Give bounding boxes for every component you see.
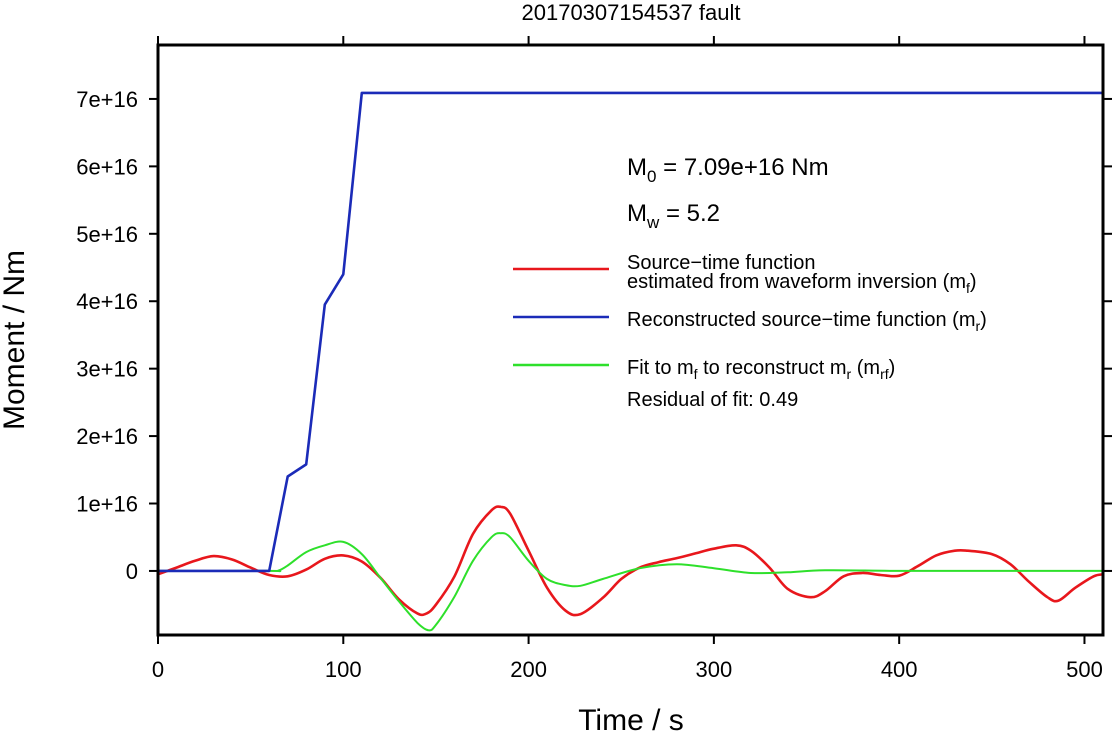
y-tick-label: 2e+16 (76, 424, 138, 449)
legend-label-mr: Reconstructed source−time function (mr) (627, 309, 987, 334)
x-tick-label: 400 (881, 657, 918, 682)
legend-label-mf-line2: estimated from waveform inversion (mf) (627, 271, 977, 296)
series-mr-line (158, 91, 1103, 573)
plot-frame (156, 43, 1105, 637)
y-axis-ticks: 0 1e+16 2e+16 3e+16 4e+16 5e+16 6e+16 7e+16 (76, 87, 1112, 584)
legend-label-mrf: Fit to mf to reconstruct mr (mrf) (627, 357, 895, 382)
residual-annotation: Residual of fit: 0.49 (627, 389, 798, 411)
mw-annotation: Mw = 5.2 (627, 200, 720, 232)
x-tick-label: 100 (325, 657, 362, 682)
x-axis-ticks: 0 100 200 300 400 500 (152, 36, 1103, 682)
y-axis-label: Moment / Nm (0, 250, 31, 430)
y-tick-label: 5e+16 (76, 222, 138, 247)
x-tick-label: 0 (152, 657, 164, 682)
chart-title: 20170307154537 fault (522, 0, 741, 25)
y-tick-label: 3e+16 (76, 357, 138, 382)
legend-label-mf-line1: Source−time function (627, 252, 815, 274)
y-tick-label: 4e+16 (76, 289, 138, 314)
legend: Source−time function estimated from wave… (513, 252, 987, 411)
m0-annotation: M0 = 7.09e+16 Nm (627, 154, 829, 186)
x-axis-label: Time / s (578, 704, 684, 736)
y-tick-label: 1e+16 (76, 492, 138, 517)
y-tick-label: 0 (126, 559, 138, 584)
y-tick-label: 7e+16 (76, 87, 138, 112)
series-mf-line (157, 505, 1104, 617)
x-tick-label: 500 (1066, 657, 1103, 682)
y-tick-label: 6e+16 (76, 154, 138, 179)
x-tick-label: 300 (696, 657, 733, 682)
x-tick-label: 200 (510, 657, 547, 682)
series-mrf-line (157, 532, 1103, 632)
series-layer (157, 91, 1104, 632)
